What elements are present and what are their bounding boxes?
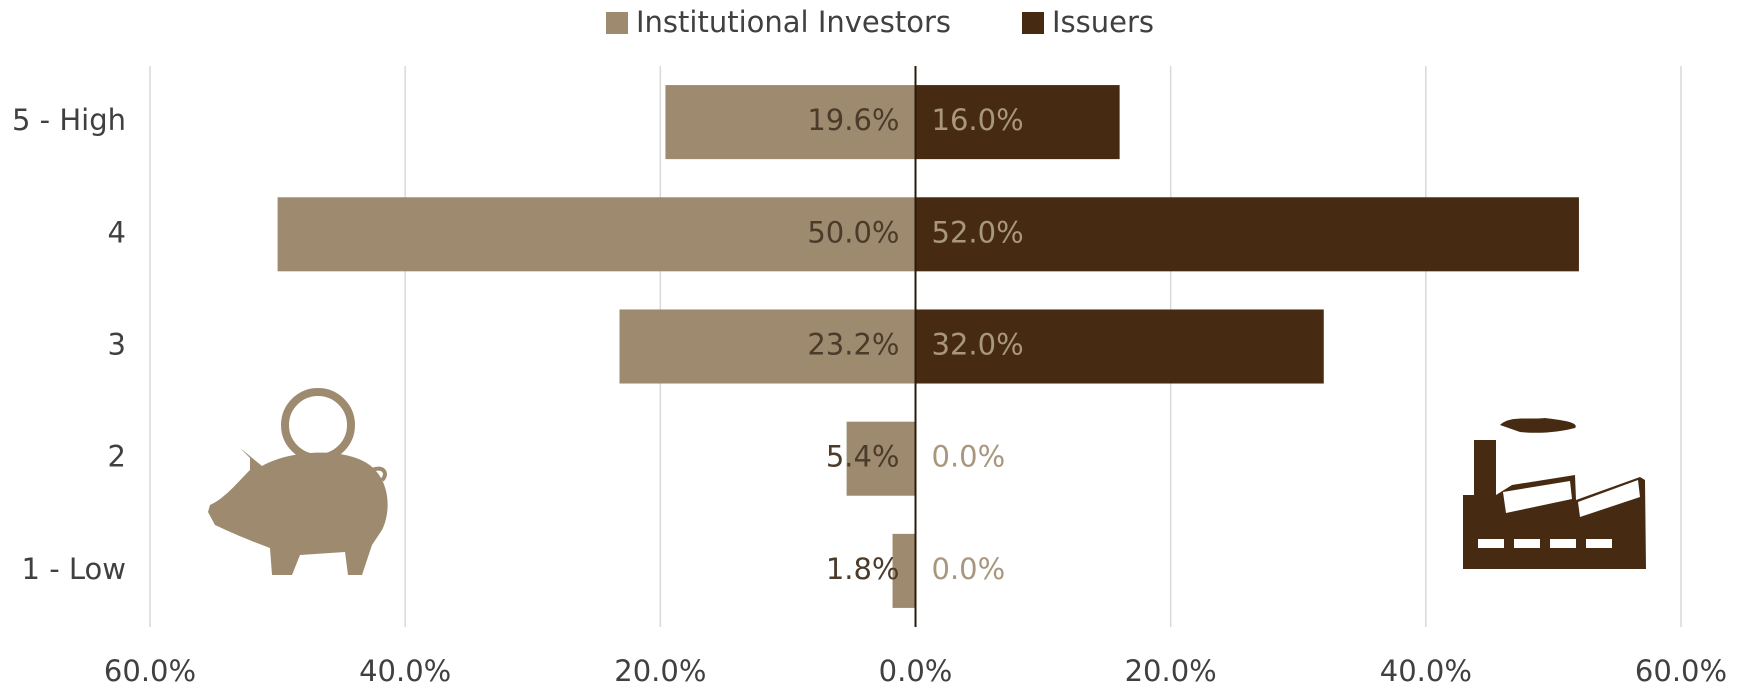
value-label: 50.0% — [807, 215, 899, 249]
value-label: 19.6% — [807, 103, 899, 137]
x-tick-label: 0.0% — [879, 654, 953, 688]
bar — [665, 85, 916, 160]
value-label: 5.4% — [826, 440, 900, 474]
legend-swatch — [1022, 12, 1044, 34]
x-tick-label: 60.0% — [104, 654, 196, 688]
x-tick-label: 40.0% — [359, 654, 451, 688]
piggy-bank-icon — [208, 388, 388, 575]
bar — [277, 197, 916, 272]
value-label: 0.0% — [932, 440, 1006, 474]
bar — [915, 309, 1324, 384]
bar — [915, 197, 1579, 272]
bar — [915, 85, 1120, 160]
bars — [277, 66, 1579, 627]
value-label: 23.2% — [807, 328, 899, 362]
y-tick-label: 3 — [108, 328, 126, 362]
bar — [892, 533, 916, 608]
value-label: 32.0% — [932, 328, 1024, 362]
legend: Institutional Investors Issuers — [606, 5, 1154, 39]
legend-label: Issuers — [1052, 5, 1154, 39]
bar — [846, 421, 916, 496]
x-tick-label: 20.0% — [614, 654, 706, 688]
x-tick-label: 60.0% — [1635, 654, 1727, 688]
y-tick-label: 2 — [108, 440, 126, 474]
x-tick-label: 40.0% — [1380, 654, 1472, 688]
factory-icon — [1463, 418, 1646, 569]
value-label: 1.8% — [826, 552, 900, 586]
labels: 60.0% 40.0% 20.0% 0.0% 20.0% 40.0% 60.0%5 - Hi… — [12, 103, 1727, 688]
legend-swatch — [606, 12, 628, 34]
value-label: 16.0% — [932, 103, 1024, 137]
bar — [619, 309, 916, 384]
y-tick-label: 1 - Low — [22, 552, 126, 586]
y-tick-label: 5 - High — [12, 103, 126, 137]
value-label: 0.0% — [932, 552, 1006, 586]
x-tick-label: 20.0% — [1125, 654, 1217, 688]
legend-label: Institutional Investors — [636, 5, 951, 39]
value-label: 52.0% — [932, 215, 1024, 249]
y-tick-label: 4 — [108, 215, 126, 249]
